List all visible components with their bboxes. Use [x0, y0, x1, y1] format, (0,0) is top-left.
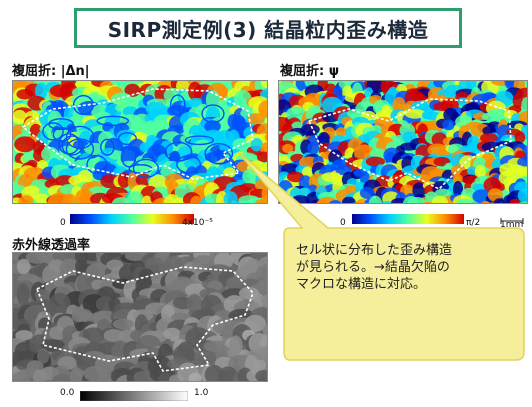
angle-map: [278, 80, 528, 204]
magnitude-map: [12, 80, 268, 204]
angle-colorbar: [352, 209, 464, 224]
angle-colorbar-max: π/2: [466, 218, 481, 228]
infrared-map-image: [13, 253, 267, 381]
panel-label-angle: 複屈折: ψ: [280, 64, 340, 79]
callout-text: セル状に分布した歪み構造 が見られる。→結晶欠陥の マクロな構造に対応。: [296, 243, 453, 292]
scale-bar-label: 1mm: [500, 220, 524, 230]
angle-colorbar-min: 0: [340, 218, 346, 228]
page-title: SIRP測定例(3) 結晶粒内歪み構造: [107, 17, 429, 42]
scale-bar: [500, 210, 524, 224]
panel-label-infrared: 赤外線透過率: [12, 238, 91, 253]
title-box: SIRP測定例(3) 結晶粒内歪み構造: [74, 8, 462, 48]
panel-label-magnitude: 複屈折: |Δn|: [12, 64, 90, 79]
angle-map-image: [279, 81, 527, 203]
magnitude-map-image: [13, 81, 267, 203]
infrared-colorbar-min: 0.0: [60, 388, 75, 398]
infrared-colorbar: [79, 386, 189, 402]
infrared-map: [12, 252, 268, 382]
magnitude-colorbar-max: 4x10⁻⁵: [182, 218, 213, 228]
callout-bubble: セル状に分布した歪み構造 が見られる。→結晶欠陥の マクロな構造に対応。: [210, 140, 532, 370]
infrared-colorbar-max: 1.0: [194, 388, 209, 398]
magnitude-colorbar-min: 0: [60, 218, 66, 228]
magnitude-colorbar: [70, 209, 194, 224]
